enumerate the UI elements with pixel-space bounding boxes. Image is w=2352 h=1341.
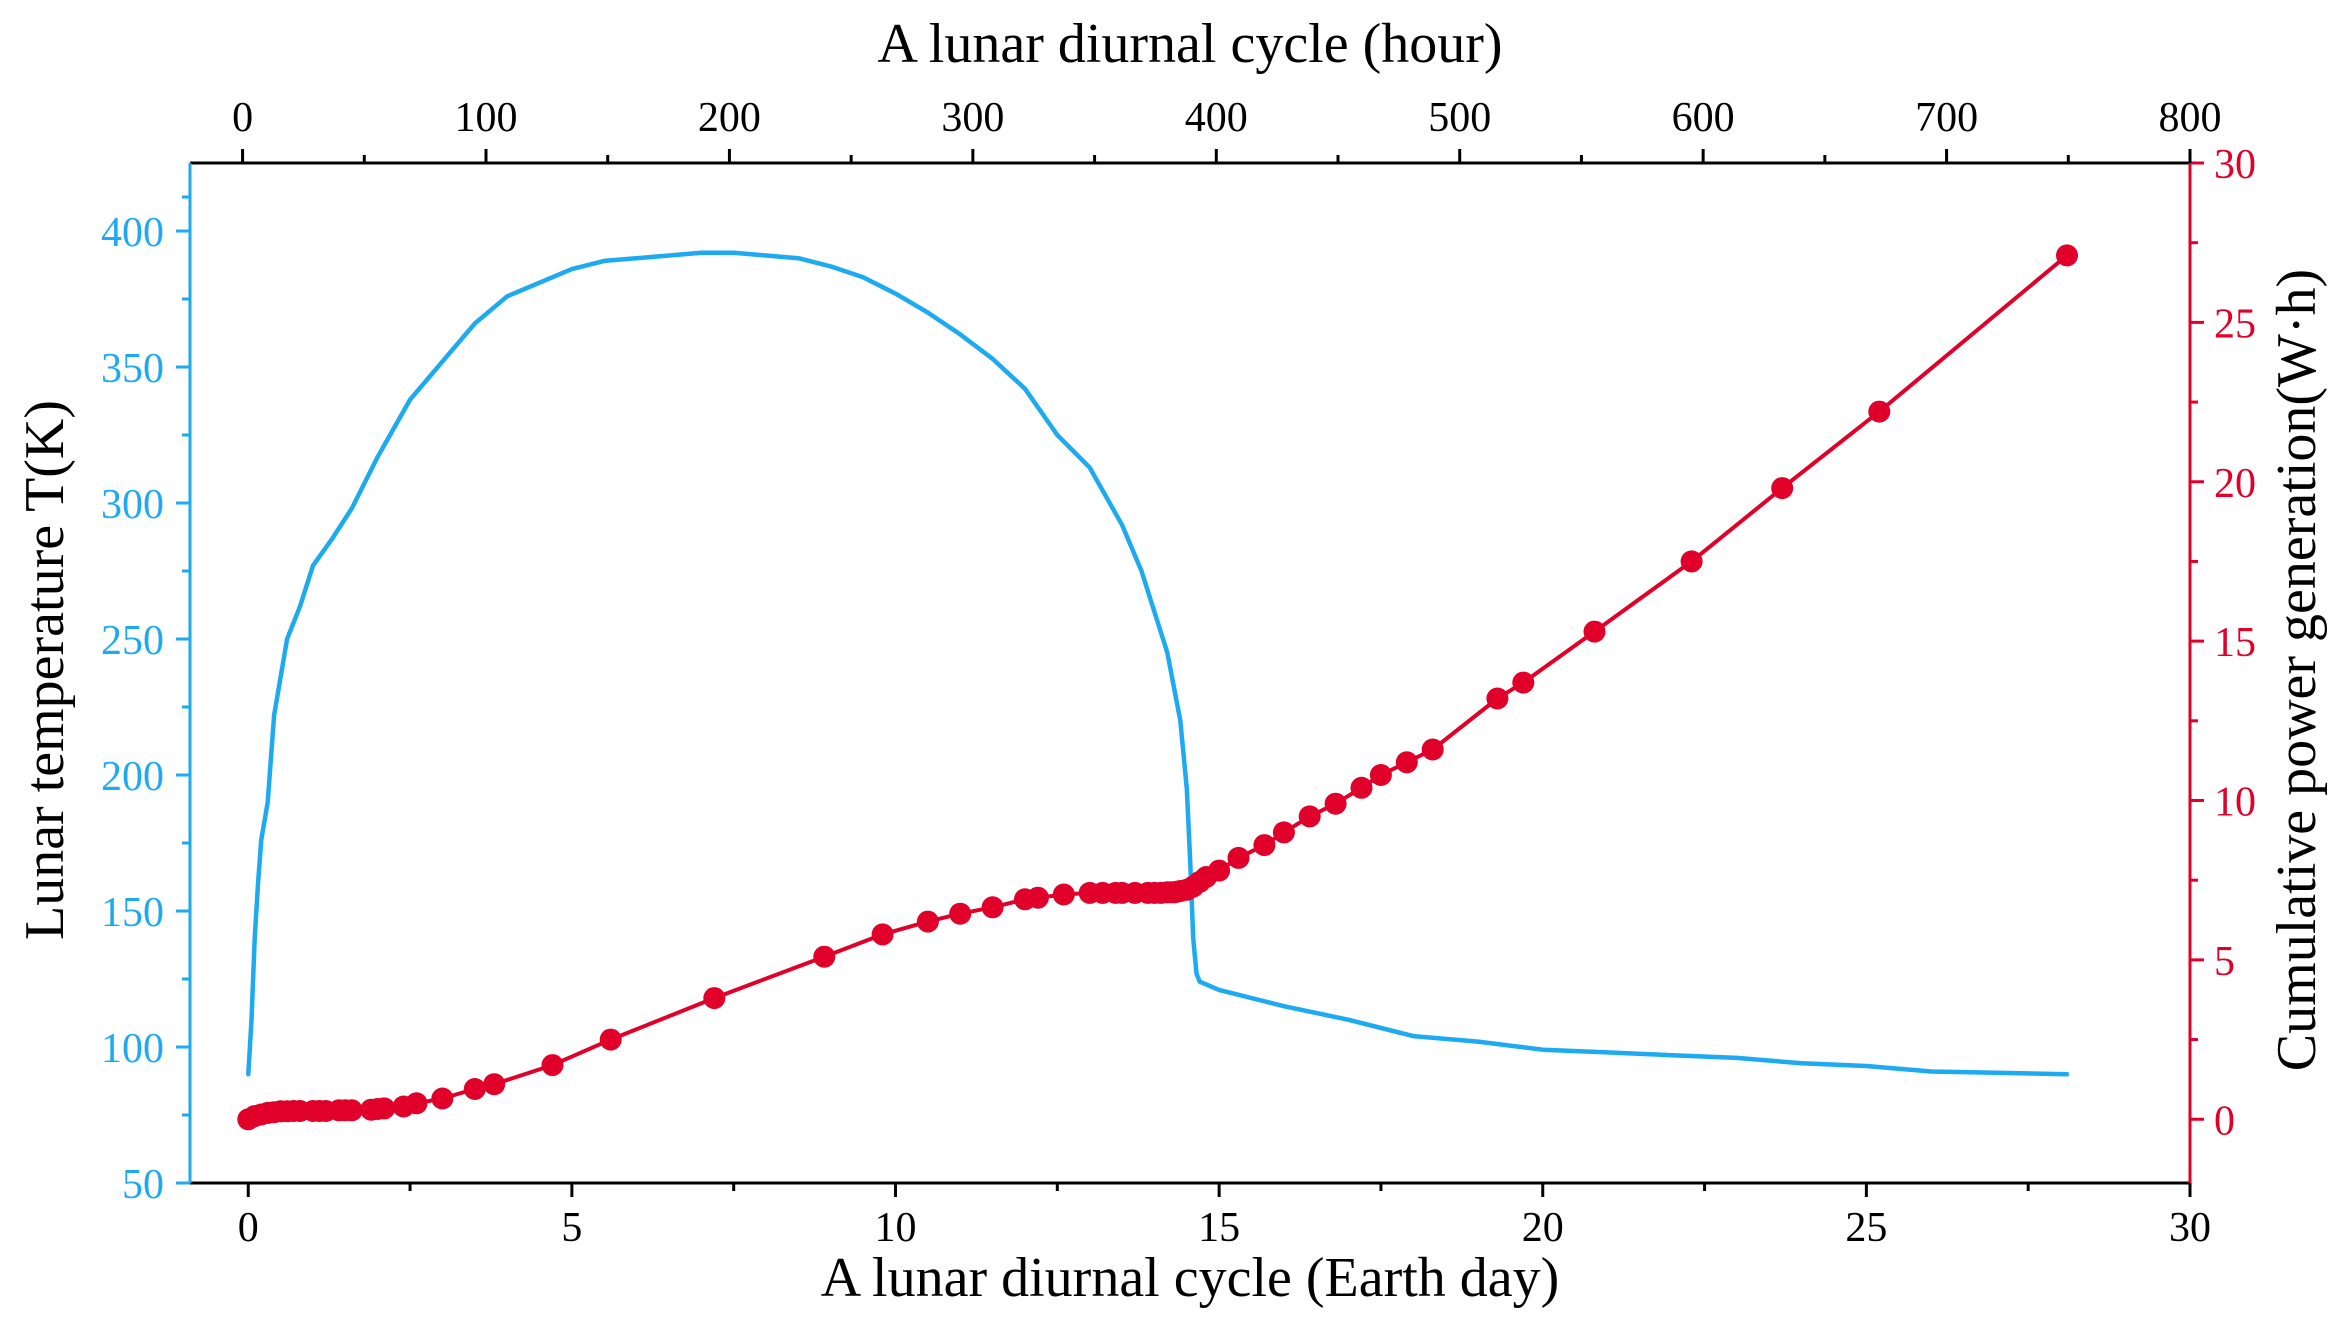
left-tick-label: 150	[101, 890, 164, 936]
top-tick-label: 600	[1672, 95, 1735, 141]
right-tick-label: 10	[2214, 780, 2256, 826]
bottom-tick-label: 0	[238, 1205, 259, 1251]
left-tick-label: 350	[101, 346, 164, 392]
plot-frame	[188, 161, 2192, 1185]
power-data-point	[1512, 671, 1535, 694]
power-data-point	[949, 902, 972, 925]
power-data-point	[483, 1073, 506, 1096]
right-tick-label: 5	[2214, 939, 2235, 985]
power-data-point	[405, 1092, 428, 1115]
left-tick-label: 100	[101, 1026, 164, 1072]
top-tick-label: 800	[2159, 95, 2222, 141]
top-x-axis: 0 100 200 300 400 500 600 700 800	[232, 95, 2222, 163]
series-layer	[237, 244, 2078, 1131]
power-series-line	[247, 253, 2069, 1122]
power-data-point	[1350, 776, 1373, 799]
top-axis-title: A lunar diurnal cycle (hour)	[877, 13, 1502, 75]
top-tick-label: 100	[455, 95, 518, 141]
right-axis-title: Cumulative power generation(W·h)	[2266, 269, 2328, 1071]
power-data-point	[871, 923, 894, 946]
top-tick-label: 700	[1915, 95, 1978, 141]
top-tick-label: 500	[1428, 95, 1491, 141]
top-tick-label: 200	[698, 95, 761, 141]
bottom-tick-label: 25	[1845, 1205, 1887, 1251]
power-data-point	[1272, 821, 1295, 844]
power-data-point	[981, 896, 1004, 919]
bottom-tick-label: 10	[875, 1205, 917, 1251]
power-data-point	[703, 987, 726, 1010]
power-data-point	[541, 1054, 564, 1077]
power-data-point	[599, 1028, 622, 1051]
right-tick-label: 30	[2214, 142, 2256, 188]
temperature-series-line	[246, 250, 2070, 1077]
bottom-x-axis: 0 5 10 15 20 25 30	[238, 1183, 2211, 1251]
left-tick-label: 50	[122, 1162, 164, 1208]
top-tick-label: 0	[232, 95, 253, 141]
power-data-point	[1395, 751, 1418, 774]
power-data-point	[1052, 883, 1075, 906]
power-data-point	[1026, 886, 1049, 909]
left-y-axis: 50 100 150 200 250 300 350 400	[101, 195, 190, 1208]
top-tick-label: 400	[1185, 95, 1248, 141]
power-data-point	[1298, 805, 1321, 828]
power-data-point	[2056, 244, 2078, 267]
power-data-point	[1680, 550, 1703, 573]
left-tick-label: 250	[101, 618, 164, 664]
power-data-point	[1421, 738, 1444, 761]
bottom-tick-label: 30	[2169, 1205, 2211, 1251]
power-data-point	[1868, 400, 1891, 423]
right-y-axis: 0 5 10 15 20 25 30	[2190, 142, 2256, 1144]
right-tick-label: 0	[2214, 1098, 2235, 1144]
left-tick-label: 200	[101, 754, 164, 800]
top-tick-label: 300	[941, 95, 1004, 141]
bottom-tick-label: 5	[561, 1205, 582, 1251]
power-data-point	[1227, 846, 1250, 869]
right-tick-label: 20	[2214, 461, 2256, 507]
power-data-point	[1324, 792, 1347, 815]
left-tick-label: 300	[101, 482, 164, 528]
power-data-point	[813, 945, 836, 968]
power-data-point	[463, 1078, 486, 1100]
power-data-point	[1771, 477, 1794, 500]
power-data-point	[1583, 620, 1606, 643]
power-data-point	[1253, 834, 1276, 857]
power-data-point	[1486, 687, 1509, 710]
power-data-point	[340, 1099, 363, 1122]
right-tick-label: 25	[2214, 301, 2256, 347]
power-data-point	[1208, 859, 1231, 882]
bottom-tick-label: 20	[1522, 1205, 1564, 1251]
power-data-point	[916, 910, 939, 933]
bottom-tick-label: 15	[1198, 1205, 1240, 1251]
right-tick-label: 15	[2214, 620, 2256, 666]
left-axis-title: Lunar temperature T(K)	[14, 400, 76, 940]
bottom-axis-title: A lunar diurnal cycle (Earth day)	[821, 1247, 1560, 1309]
left-tick-label: 400	[101, 210, 164, 256]
power-data-point	[431, 1087, 454, 1110]
power-data-point	[1369, 764, 1392, 786]
power-data-point	[373, 1097, 396, 1120]
